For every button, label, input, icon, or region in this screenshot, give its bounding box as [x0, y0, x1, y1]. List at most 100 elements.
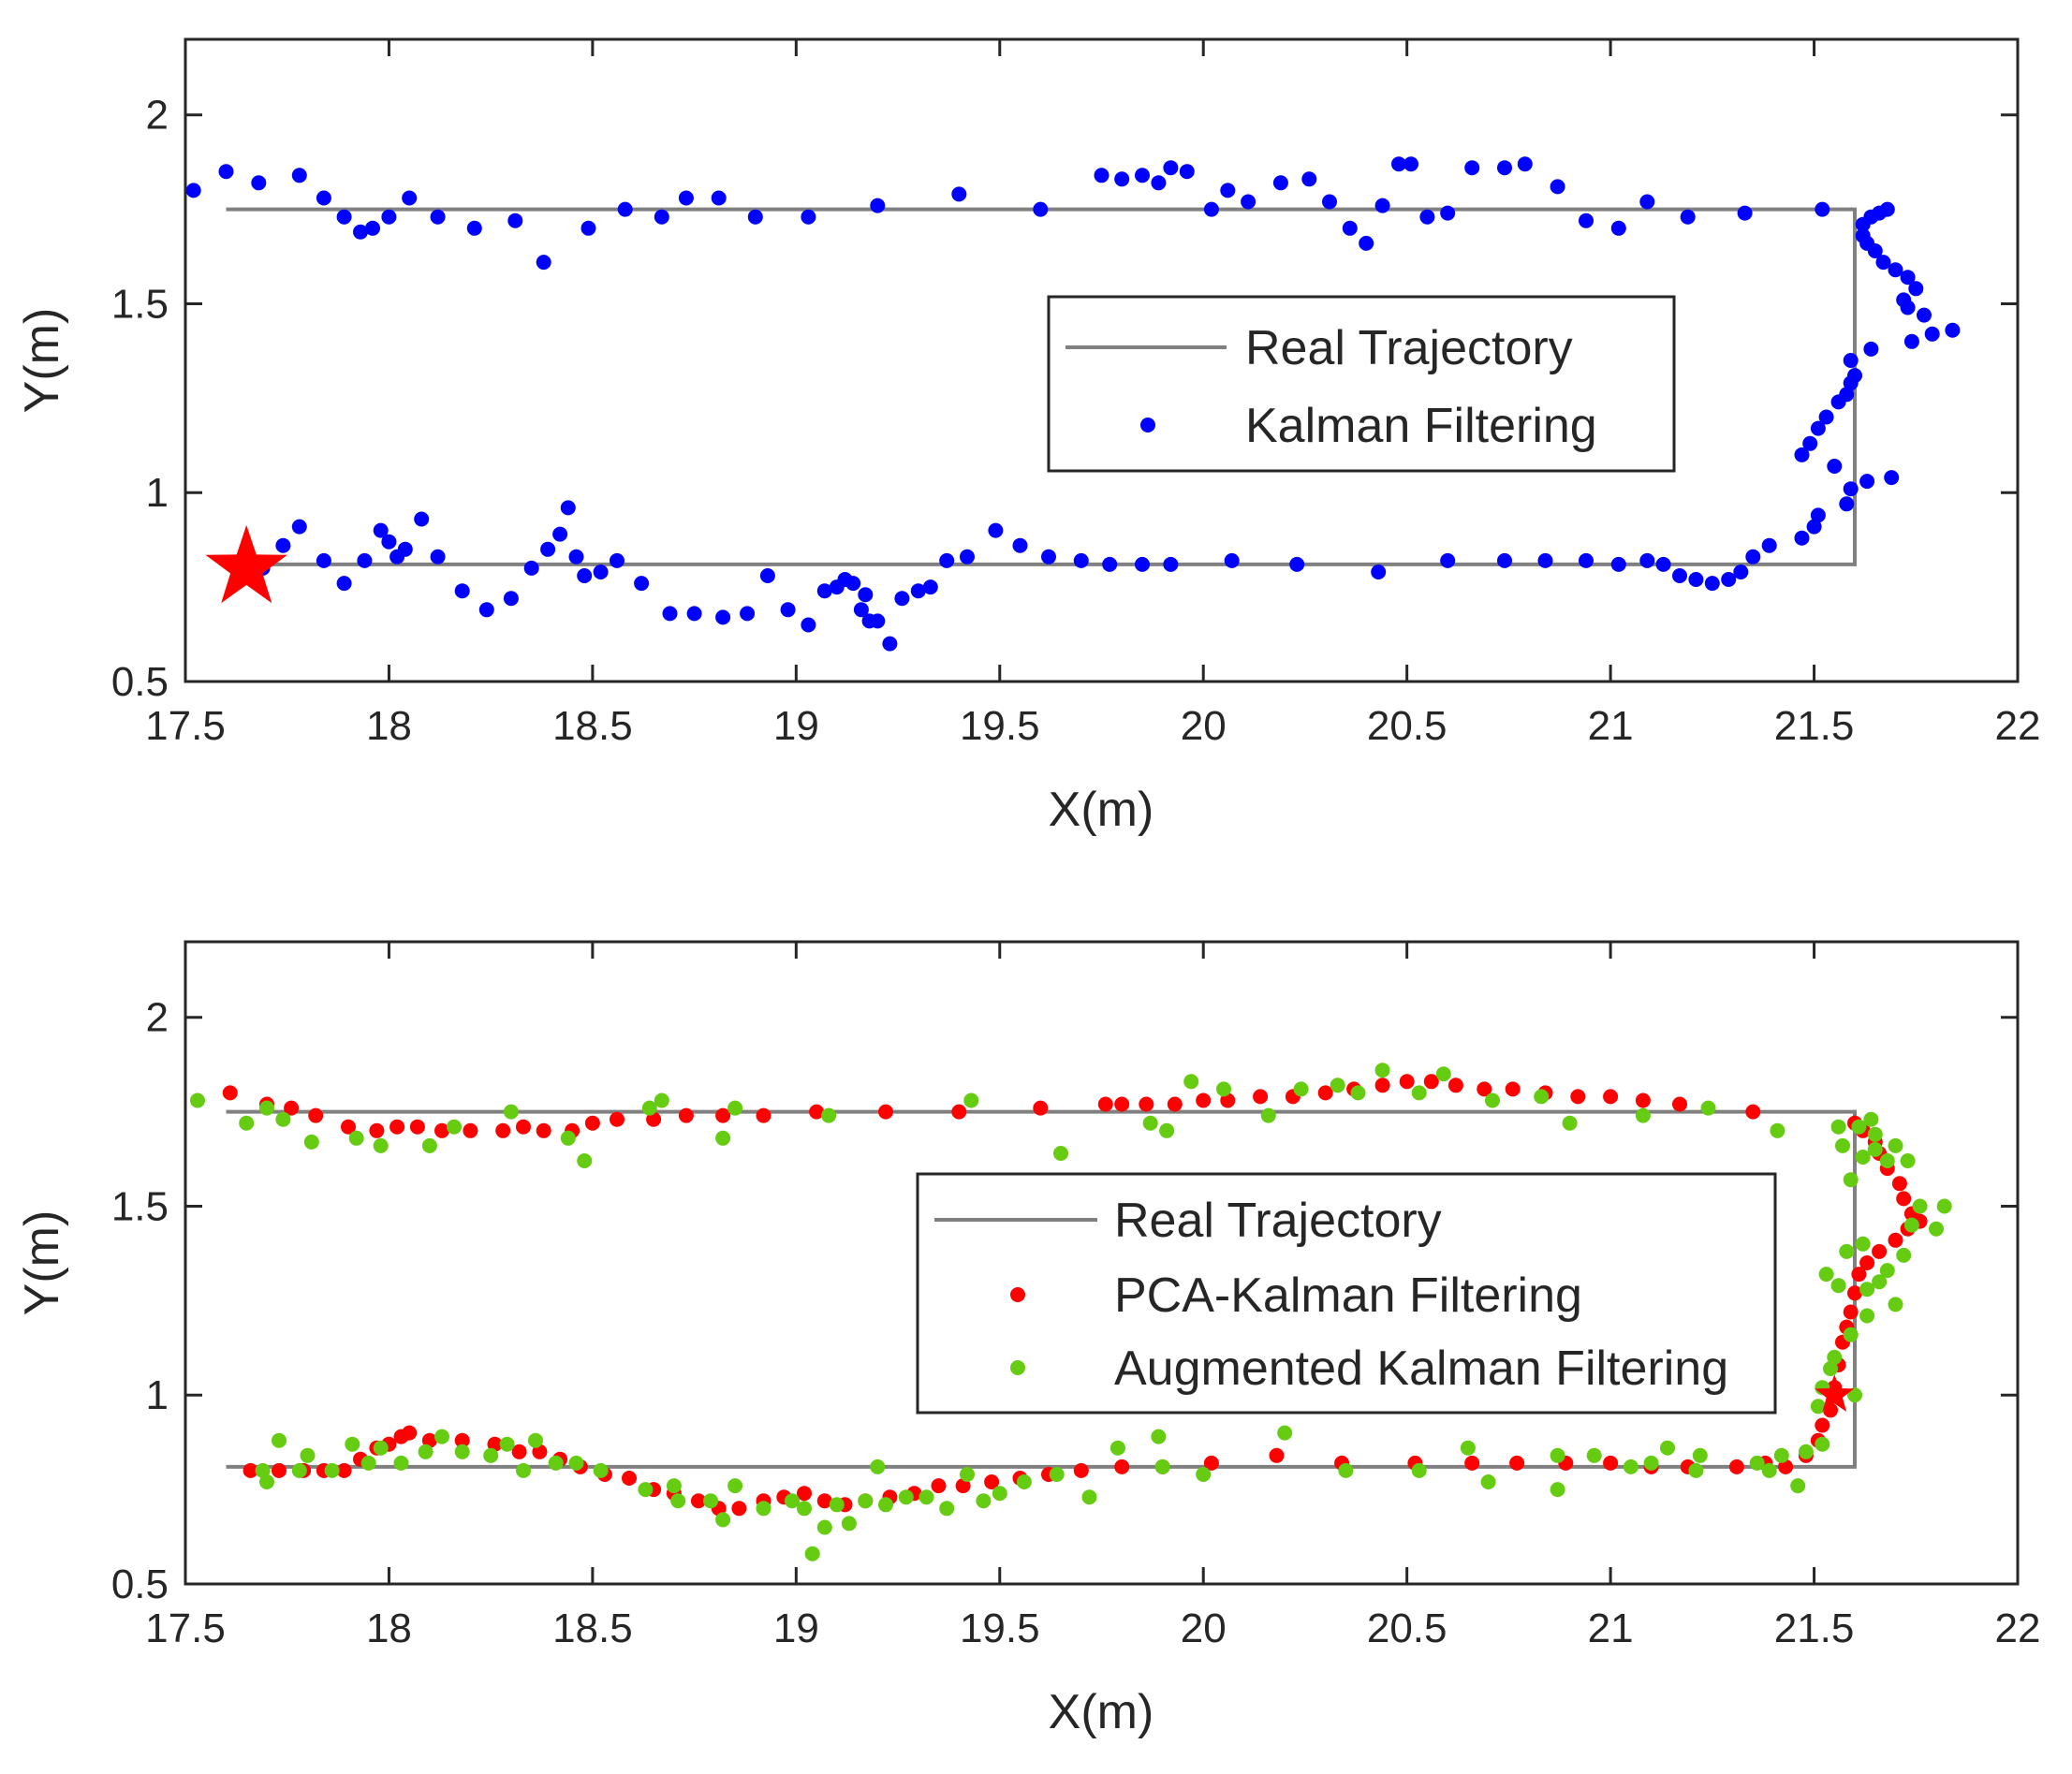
- augmented-kalman-filtering-point: [939, 1501, 955, 1517]
- augmented-kalman-filtering-point: [259, 1474, 274, 1489]
- kalman-filtering-point: [1322, 194, 1337, 210]
- augmented-kalman-filtering-point: [1154, 1459, 1170, 1474]
- kalman-filtering-point: [1114, 171, 1130, 187]
- pca-kalman-filtering-point: [1447, 1078, 1463, 1093]
- kalman-filtering-point: [1610, 220, 1626, 236]
- pca-kalman-filtering-point: [511, 1444, 527, 1459]
- kalman-filtering-point: [1579, 213, 1594, 228]
- augmented-kalman-filtering-point: [1839, 1243, 1855, 1259]
- augmented-kalman-filtering-point: [1773, 1447, 1789, 1463]
- augmented-kalman-filtering-point: [1823, 1361, 1838, 1376]
- kalman-filtering-point: [1440, 205, 1456, 221]
- pca-kalman-filtering-point: [1464, 1455, 1480, 1471]
- augmented-kalman-filtering-point: [1411, 1085, 1427, 1101]
- legend-augmented-label: Augmented Kalman Filtering: [1114, 1341, 1728, 1396]
- augmented-kalman-filtering-point: [976, 1493, 992, 1509]
- kalman-filtering-point: [414, 511, 430, 527]
- kalman-filtering-point: [1033, 201, 1049, 217]
- kalman-filtering-point: [1879, 201, 1895, 217]
- kalman-filtering-point: [1094, 168, 1109, 183]
- kalman-filtering-point: [1224, 552, 1240, 568]
- pca-kalman-filtering-point: [272, 1462, 287, 1478]
- kalman-filtering-point: [185, 183, 201, 198]
- augmented-kalman-filtering-point: [1159, 1122, 1175, 1138]
- pca-kalman-filtering-point: [308, 1107, 324, 1123]
- x-tick-label-bottom: 19.5: [960, 1605, 1040, 1651]
- kalman-filtering-point: [1896, 292, 1912, 308]
- pca-kalman-filtering-point: [1872, 1243, 1888, 1259]
- augmented-kalman-filtering-point: [841, 1516, 857, 1532]
- pca-kalman-filtering-point: [1073, 1462, 1089, 1478]
- augmented-kalman-filtering-point: [1798, 1444, 1814, 1459]
- kalman-filtering-point: [397, 541, 413, 557]
- kalman-filtering-point: [430, 209, 446, 225]
- pca-kalman-filtering-point: [816, 1493, 832, 1509]
- augmented-kalman-filtering-point: [483, 1447, 499, 1463]
- kalman-filtering-point: [1179, 164, 1195, 180]
- start-star-marker: [205, 524, 287, 604]
- kalman-filtering-point: [1550, 179, 1565, 195]
- kalman-filtering-point: [1737, 205, 1753, 221]
- kalman-filtering-point: [1839, 496, 1855, 512]
- y-axis-label-bottom: Y(m): [15, 1210, 69, 1316]
- kalman-filtering-point: [1610, 556, 1626, 572]
- kalman-filtering-point: [1403, 156, 1418, 172]
- kalman-filtering-point: [523, 560, 539, 576]
- kalman-filtering-point: [678, 190, 694, 206]
- x-tick-label-top: 19: [773, 703, 819, 749]
- kalman-filtering-point: [1843, 353, 1859, 368]
- kalman-filtering-point: [711, 190, 727, 206]
- augmented-kalman-filtering-point: [1196, 1467, 1212, 1482]
- pca-kalman-filtering-point: [691, 1493, 706, 1509]
- augmented-kalman-filtering-point: [239, 1115, 255, 1131]
- kalman-filtering-point: [251, 175, 267, 191]
- pca-kalman-filtering-point: [341, 1119, 356, 1135]
- pca-kalman-filtering-point: [1033, 1100, 1049, 1116]
- augmented-kalman-filtering-point: [804, 1546, 820, 1561]
- kalman-filtering-point: [1733, 564, 1749, 579]
- kalman-filtering-point: [1847, 368, 1862, 384]
- augmented-kalman-filtering-point: [918, 1489, 934, 1505]
- kalman-filtering-point: [1220, 183, 1236, 198]
- x-axis-label-top: X(m): [1049, 783, 1154, 837]
- augmented-kalman-filtering-point: [1843, 1172, 1859, 1188]
- augmented-kalman-filtering-point: [858, 1493, 874, 1509]
- y-axis-label-top: Y(m): [15, 308, 69, 414]
- pca-kalman-filtering-point: [1745, 1104, 1761, 1120]
- augmented-kalman-filtering-point: [963, 1092, 979, 1108]
- pca-kalman-filtering-point: [984, 1474, 1000, 1489]
- kalman-filtering-point: [922, 579, 938, 595]
- kalman-filtering-point: [1464, 160, 1480, 176]
- augmented-kalman-filtering-point: [1855, 1236, 1871, 1252]
- augmented-kalman-filtering-point: [568, 1455, 584, 1471]
- augmented-kalman-filtering-point: [1350, 1085, 1366, 1101]
- augmented-kalman-filtering-point: [255, 1462, 271, 1478]
- augmented-kalman-filtering-point: [1859, 1308, 1875, 1324]
- augmented-kalman-filtering-point: [1761, 1462, 1777, 1478]
- augmented-kalman-filtering-point: [1277, 1425, 1293, 1441]
- kalman-filtering-point: [1802, 435, 1818, 451]
- marks-bottom: [190, 1063, 1952, 1561]
- kalman-filtering-point: [1391, 156, 1406, 172]
- augmented-kalman-filtering-point: [1879, 1263, 1895, 1279]
- kalman-filtering-point: [617, 201, 633, 217]
- kalman-filtering-point: [503, 591, 519, 607]
- pca-kalman-filtering-point: [678, 1107, 694, 1123]
- augmented-kalman-filtering-point: [503, 1104, 519, 1120]
- kalman-filtering-point: [882, 636, 898, 652]
- augmented-kalman-filtering-point: [670, 1493, 686, 1509]
- kalman-filtering-point: [291, 519, 307, 535]
- pca-kalman-filtering-point: [1505, 1081, 1521, 1097]
- kalman-filtering-point: [1289, 556, 1305, 572]
- augmented-kalman-filtering-point: [1855, 1150, 1871, 1165]
- kalman-filtering-point: [988, 522, 1004, 538]
- xtick-labels-bottom: 17.5 18 18.5 19 19.5 20 20.5 21 21.5 22: [145, 1605, 2040, 1651]
- augmented-kalman-filtering-point: [454, 1444, 470, 1459]
- x-tick-label-top: 20: [1181, 703, 1227, 749]
- augmented-kalman-filtering-point: [1016, 1474, 1032, 1489]
- augmented-kalman-filtering-point: [1216, 1081, 1231, 1097]
- kalman-filtering-point: [540, 541, 556, 557]
- kalman-filtering-point: [568, 549, 584, 564]
- augmented-kalman-filtering-point: [715, 1130, 731, 1146]
